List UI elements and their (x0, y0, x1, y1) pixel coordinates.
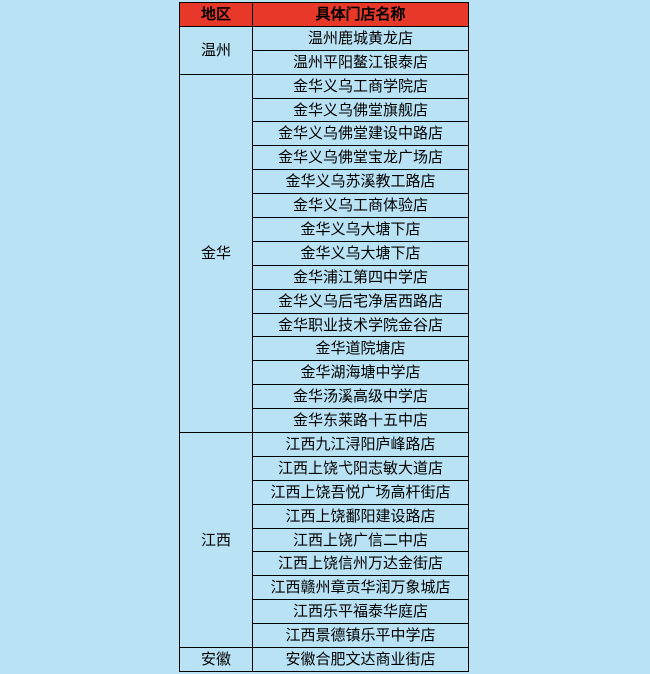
store-cell: 江西乐平福泰华庭店 (252, 599, 469, 625)
table-row: 金华义乌工商体验店 (180, 193, 469, 219)
store-cell: 金华义乌工商体验店 (252, 193, 469, 219)
store-table-body: 温州 温州鹿城黄龙店 温州平阳鳌江银泰店 金华 金华义乌工商学院店 金华义乌佛堂旗舰店 金华… (179, 25, 469, 672)
store-list-table: 地区 具体门店名称 温州 温州鹿城黄龙店 温州平阳鳌江银泰店 金华 金华义乌工商学院店金… (179, 2, 469, 672)
region-cell: 金华 (179, 73, 253, 434)
column-header-region: 地区 (179, 2, 253, 27)
table-row: 金华东莱路十五中店 (180, 408, 469, 434)
store-cell: 江西上饶信州万达金街店 (252, 551, 469, 577)
table-row: 江西上饶鄱阳建设路店 (180, 503, 469, 529)
table-row: 金华 金华义乌工商学院店 (179, 73, 469, 434)
store-cell: 金华道院塘店 (252, 336, 469, 362)
store-table-header: 地区 具体门店名称 (179, 2, 469, 27)
table-row: 金华职业技术学院金谷店 (180, 312, 469, 338)
store-cell: 江西上饶鄱阳建设路店 (252, 503, 469, 529)
store-cell: 金华义乌大塘下店 (252, 240, 469, 266)
store-cell: 金华义乌后宅净居西路店 (252, 288, 469, 314)
store-cell: 江西上饶吾悦广场高杆街店 (252, 479, 469, 505)
table-row: 金华义乌佛堂宝龙广场店 (180, 145, 469, 171)
region-cell: 江西 (179, 432, 253, 649)
region-cell: 安徽 (179, 647, 253, 672)
store-cell: 金华义乌苏溪教工路店 (252, 169, 469, 195)
table-row: 江西赣州章贡华润万象城店 (180, 575, 469, 601)
table-row: 金华义乌大塘下店 (180, 240, 469, 266)
table-row: 江西 江西九江浔阳庐峰路店 (179, 432, 469, 649)
table-row: 金华湖海塘中学店 (180, 360, 469, 386)
table-row: 金华义乌苏溪教工路店 (180, 169, 469, 195)
store-cell: 金华义乌佛堂旗舰店 (252, 97, 469, 123)
table-row: 金华义乌佛堂建设中路店 (180, 121, 469, 147)
store-cell: 温州平阳鳌江银泰店 (252, 49, 469, 75)
table-row: 温州平阳鳌江银泰店 (180, 49, 469, 75)
store-cell: 江西赣州章贡华润万象城店 (252, 575, 469, 601)
store-cell: 金华浦江第四中学店 (252, 264, 469, 290)
table-row: 金华义乌后宅净居西路店 (180, 288, 469, 314)
store-cell: 金华义乌大塘下店 (252, 217, 469, 242)
store-cell: 金华职业技术学院金谷店 (252, 312, 469, 338)
table-row: 江西上饶信州万达金街店 (180, 551, 469, 577)
store-cell: 金华湖海塘中学店 (252, 360, 469, 386)
table-row: 金华汤溪高级中学店 (180, 384, 469, 410)
store-cell: 金华义乌佛堂宝龙广场店 (252, 145, 469, 171)
table-row: 江西上饶弋阳志敏大道店 (180, 455, 469, 481)
store-cell: 金华东莱路十五中店 (252, 408, 469, 434)
store-cell: 金华义乌工商学院店 (252, 73, 469, 99)
store-cell: 金华义乌佛堂建设中路店 (252, 121, 469, 147)
table-row: 江西景德镇乐平中学店 (180, 623, 469, 649)
table-row: 金华浦江第四中学店 (180, 264, 469, 290)
table-row: 金华道院塘店 (180, 336, 469, 362)
store-cell: 安徽合肥文达商业街店 (252, 647, 469, 672)
column-header-store-name: 具体门店名称 (252, 2, 469, 27)
table-row: 江西上饶广信二中店 (180, 527, 469, 553)
store-cell: 江西上饶弋阳志敏大道店 (252, 455, 469, 481)
table-row: 安徽 安徽合肥文达商业街店 (179, 647, 469, 672)
store-cell: 江西九江浔阳庐峰路店 (252, 432, 469, 457)
header-row: 地区 具体门店名称 (179, 2, 469, 27)
table-row: 江西乐平福泰华庭店 (180, 599, 469, 625)
store-cell: 温州鹿城黄龙店 (252, 25, 469, 51)
store-cell: 江西上饶广信二中店 (252, 527, 469, 553)
store-table-container: 地区 具体门店名称 温州 温州鹿城黄龙店 温州平阳鳌江银泰店 金华 金华义乌工商学院店金… (179, 2, 469, 672)
store-cell: 金华汤溪高级中学店 (252, 384, 469, 410)
table-row: 江西上饶吾悦广场高杆街店 (180, 479, 469, 505)
store-cell: 江西景德镇乐平中学店 (252, 623, 469, 649)
table-row: 温州 温州鹿城黄龙店 (179, 25, 469, 75)
table-row: 金华义乌大塘下店 (180, 217, 469, 242)
region-cell: 温州 (179, 25, 253, 75)
